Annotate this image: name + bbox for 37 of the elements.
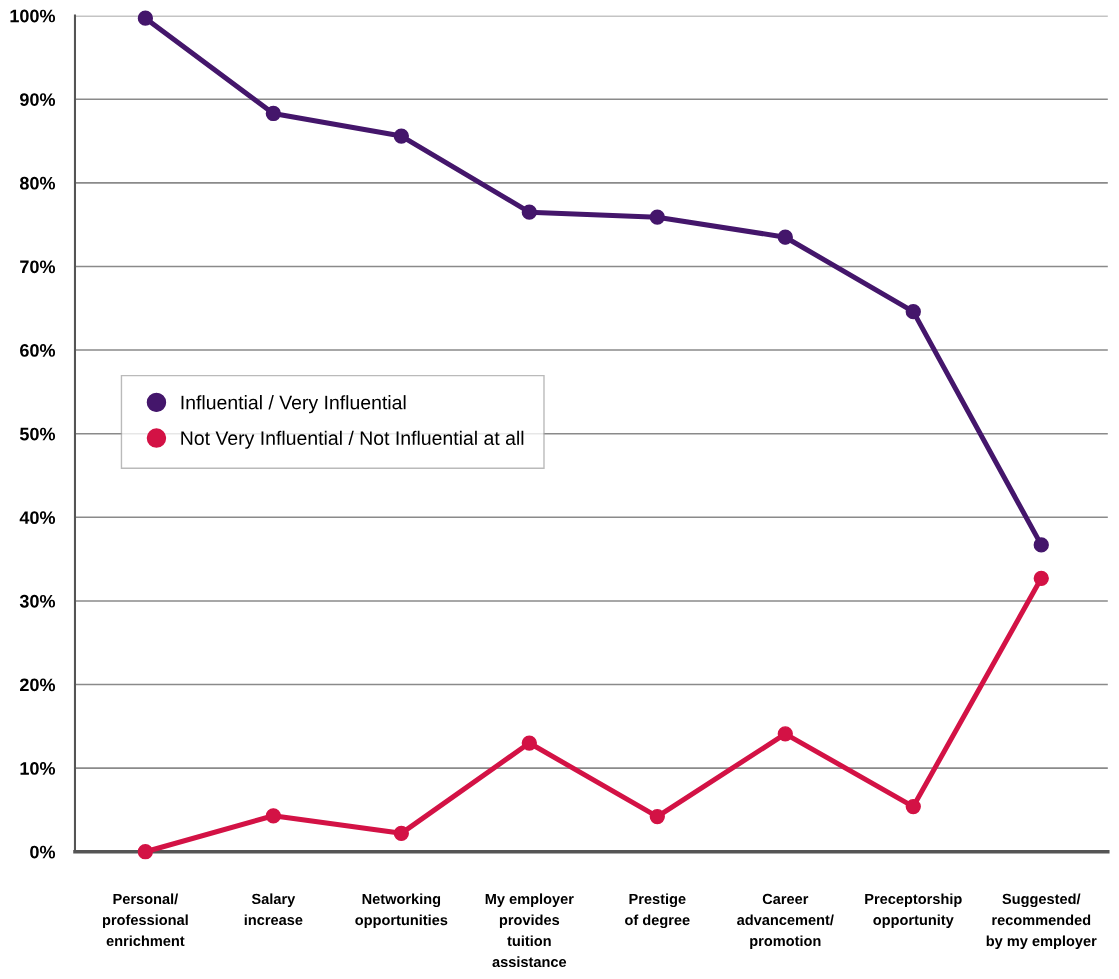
y-tick-label: 100% xyxy=(10,9,56,23)
y-tick-label: 50% xyxy=(19,427,56,441)
point xyxy=(905,798,921,815)
y-tick-label: 40% xyxy=(19,511,56,525)
point xyxy=(137,844,154,860)
point xyxy=(265,808,281,824)
y-tick-label: 70% xyxy=(20,260,56,274)
point xyxy=(777,229,793,245)
y-tick-label: 80% xyxy=(19,176,56,190)
point xyxy=(393,128,409,144)
legend-label: Not Very Influential / Not Influential at all xyxy=(181,430,524,449)
point xyxy=(905,303,921,320)
point xyxy=(649,209,665,225)
x-tick-label: Networking opportunities xyxy=(355,893,448,929)
y-tick-label: 10% xyxy=(20,762,56,775)
x-tick-label: Prestige of degree xyxy=(625,893,690,929)
point xyxy=(521,204,537,220)
point xyxy=(265,105,281,122)
y-tick-label: 20% xyxy=(20,678,56,692)
x-tick-label: Suggested/ recommended by my employer xyxy=(986,893,1097,950)
point xyxy=(1033,537,1049,553)
point xyxy=(777,726,793,742)
y-tick-label: 30% xyxy=(19,594,56,608)
point xyxy=(393,825,409,841)
x-tick-label: Personal/ professional enrichment xyxy=(102,893,188,947)
x-tick-label: Career advancement/ promotion xyxy=(737,893,834,949)
x-tick-label: My employer provides tuition assistance xyxy=(485,893,574,968)
y-tick-label: 60% xyxy=(20,344,56,357)
point xyxy=(1033,570,1049,586)
y-tick-label: 0% xyxy=(30,845,56,859)
x-tick-label: Salary increase xyxy=(244,893,303,926)
y-tick-label: 90% xyxy=(20,93,56,106)
point xyxy=(649,808,665,825)
point xyxy=(521,735,537,751)
point xyxy=(137,10,154,26)
legend-label: Influential / Very Influential xyxy=(181,395,406,414)
x-tick-label: Preceptorship opportunity xyxy=(865,893,962,928)
